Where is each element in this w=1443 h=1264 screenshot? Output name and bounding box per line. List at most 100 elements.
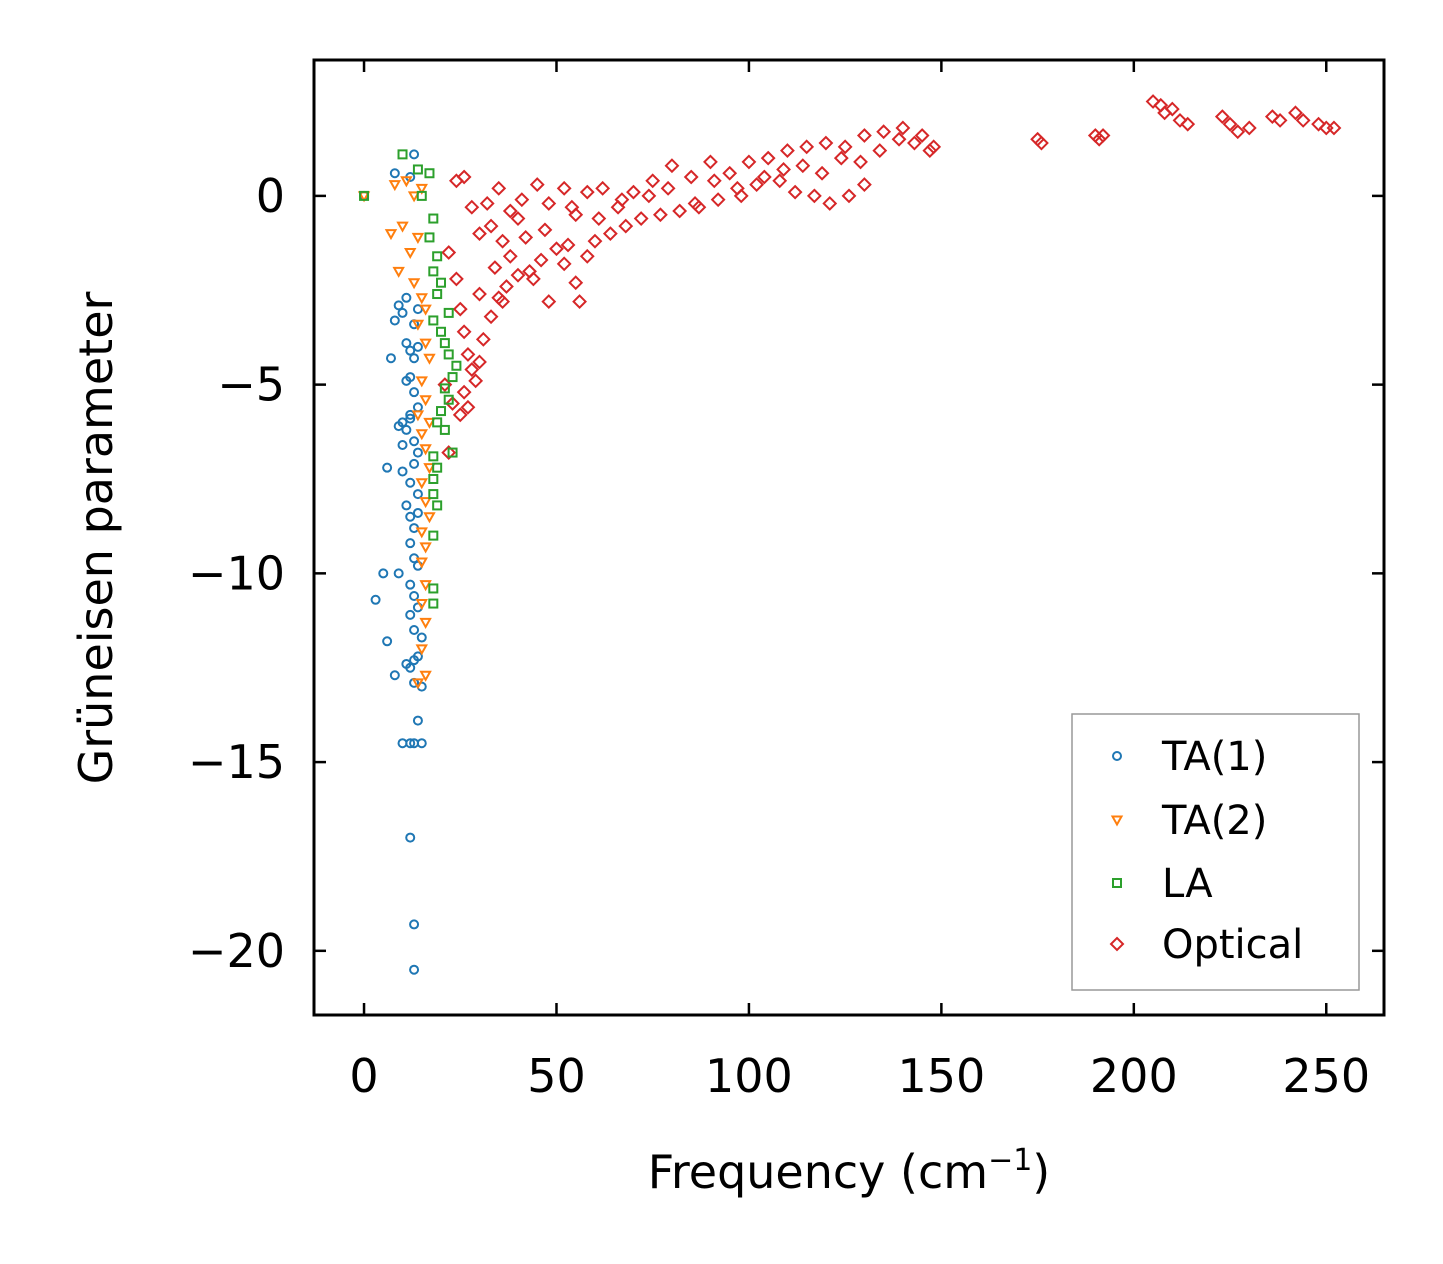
- point-optical: [1214, 109, 1230, 125]
- point-optical: [452, 407, 468, 423]
- point-ta1: [405, 662, 416, 673]
- point-la: [424, 168, 435, 179]
- point-optical: [837, 139, 853, 155]
- point-optical: [448, 271, 464, 287]
- point-optical: [841, 188, 857, 204]
- point-optical: [922, 143, 938, 159]
- point-ta2: [411, 410, 425, 422]
- point-optical: [706, 173, 722, 189]
- x-tick-label: 150: [897, 1049, 985, 1103]
- point-optical: [483, 218, 499, 234]
- point-optical: [806, 188, 822, 204]
- point-ta1: [378, 568, 389, 579]
- point-la: [428, 583, 439, 594]
- point-la: [443, 394, 454, 405]
- point-optical: [560, 237, 576, 253]
- point-ta2: [407, 278, 421, 290]
- x-tick-label: 100: [705, 1049, 793, 1103]
- point-optical: [487, 260, 503, 276]
- point-ta2: [415, 478, 428, 490]
- y-tick-label: 0: [256, 169, 285, 223]
- point-optical: [1241, 120, 1257, 136]
- point-ta2: [419, 580, 432, 592]
- point-optical: [479, 196, 495, 211]
- point-ta2: [415, 429, 428, 441]
- point-optical: [502, 203, 518, 219]
- point-optical: [822, 196, 838, 211]
- point-optical: [602, 226, 618, 242]
- point-ta2: [419, 304, 432, 316]
- point-ta2: [384, 229, 398, 241]
- point-optical: [475, 331, 491, 347]
- point-ta2: [415, 527, 428, 539]
- point-optical: [472, 286, 487, 302]
- point-ta1: [409, 624, 420, 635]
- point-ta1: [401, 338, 412, 349]
- point-optical: [749, 177, 765, 192]
- point-optical: [591, 211, 607, 226]
- point-optical: [452, 301, 468, 317]
- y-axis-label: Grüneisen parameter: [69, 291, 123, 784]
- point-ta1: [405, 538, 416, 549]
- point-optical: [472, 354, 487, 370]
- point-optical: [687, 196, 703, 211]
- point-la: [428, 315, 439, 326]
- point-la: [451, 360, 462, 371]
- point-ta2: [415, 376, 428, 388]
- point-ta2: [411, 232, 425, 244]
- point-ta1: [405, 738, 416, 749]
- point-optical: [652, 207, 668, 223]
- point-la: [428, 213, 439, 224]
- point-la: [447, 447, 458, 458]
- point-optical: [491, 180, 507, 196]
- point-ta1: [389, 670, 400, 681]
- point-optical: [464, 362, 480, 377]
- series-ta1: [359, 149, 427, 975]
- point-ta2: [423, 512, 436, 524]
- point-optical: [441, 245, 457, 260]
- point-ta1: [409, 591, 420, 602]
- point-optical: [587, 233, 603, 249]
- point-ta2: [419, 497, 432, 509]
- point-optical: [914, 128, 930, 143]
- point-optical: [464, 199, 480, 215]
- point-optical: [818, 135, 834, 151]
- point-ta1: [401, 292, 412, 303]
- point-ta2: [415, 557, 428, 569]
- point-la: [397, 149, 408, 160]
- point-ta1: [409, 919, 420, 930]
- point-ta2: [392, 266, 405, 278]
- series-la: [359, 149, 462, 609]
- point-optical: [1326, 120, 1342, 136]
- point-optical: [502, 248, 518, 264]
- y-tick-label: −5: [217, 358, 285, 412]
- point-optical: [1095, 128, 1111, 143]
- point-optical: [853, 154, 868, 170]
- point-la: [428, 451, 439, 462]
- point-optical: [1172, 112, 1188, 128]
- point-optical: [633, 211, 649, 226]
- point-ta1: [385, 353, 396, 364]
- point-optical: [795, 158, 811, 174]
- point-optical: [722, 165, 738, 181]
- point-optical: [703, 154, 718, 170]
- point-optical: [568, 275, 584, 291]
- point-optical: [641, 188, 657, 204]
- point-ta1: [389, 315, 400, 326]
- point-optical: [614, 192, 630, 208]
- y-tick-label: −15: [188, 735, 285, 789]
- point-optical: [1230, 124, 1246, 140]
- point-optical: [856, 177, 872, 192]
- point-ta1: [412, 507, 423, 518]
- point-ta1: [382, 636, 393, 647]
- point-optical: [618, 218, 634, 234]
- point-ta1: [370, 594, 381, 605]
- point-ta1: [393, 421, 404, 432]
- point-ta1: [401, 500, 412, 511]
- point-optical: [872, 143, 888, 159]
- point-la: [439, 424, 450, 435]
- point-la: [436, 406, 447, 417]
- point-optical: [756, 169, 772, 185]
- point-optical: [664, 158, 680, 174]
